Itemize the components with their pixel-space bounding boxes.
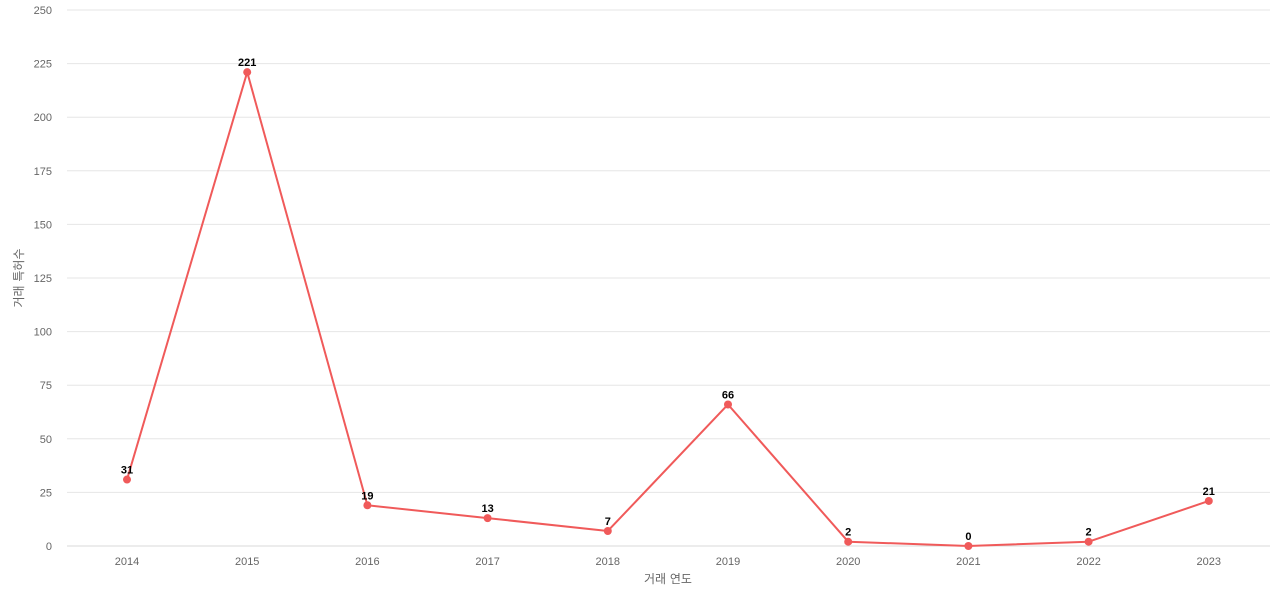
data-label: 2 [1086, 527, 1092, 539]
data-point[interactable] [1084, 537, 1093, 546]
grid-lines [67, 9, 1270, 547]
series-line [126, 71, 1210, 547]
y-tick-label: 175 [34, 166, 52, 178]
y-tick-label: 0 [46, 541, 52, 553]
data-point[interactable] [243, 68, 252, 77]
y-axis-title: 거래 특허수 [12, 248, 26, 307]
y-tick-label: 100 [34, 327, 52, 339]
series-layer [123, 68, 1213, 550]
x-tick-label: 2017 [475, 556, 499, 568]
data-point[interactable] [123, 475, 131, 484]
data-label: 19 [361, 490, 373, 502]
y-tick-label: 150 [34, 219, 52, 231]
x-tick-label: 2021 [956, 556, 980, 568]
data-label: 0 [965, 531, 971, 543]
x-tick-label: 2016 [355, 556, 379, 568]
x-tick-label: 2020 [836, 556, 860, 568]
data-label: 31 [121, 465, 133, 477]
data-point[interactable] [483, 514, 492, 523]
data-point[interactable] [603, 526, 612, 535]
y-tick-label: 200 [34, 112, 52, 124]
x-tick-label: 2015 [235, 556, 259, 568]
y-tick-label: 50 [40, 434, 52, 446]
data-label: 221 [238, 57, 256, 69]
y-tick-label: 225 [34, 59, 52, 71]
data-point[interactable] [724, 400, 732, 409]
x-tick-label: 2018 [596, 556, 620, 568]
data-label: 7 [605, 516, 611, 528]
data-label: 21 [1203, 486, 1215, 498]
y-tick-label: 125 [34, 273, 52, 285]
data-point[interactable] [964, 542, 973, 550]
y-tick-label: 75 [40, 380, 52, 392]
data-point[interactable] [1204, 496, 1213, 505]
data-label: 66 [722, 389, 734, 401]
data-label: 13 [481, 503, 493, 515]
data-label: 2 [845, 527, 851, 539]
y-tick-label: 250 [34, 5, 52, 17]
x-axis-title: 거래 연도 [644, 572, 692, 586]
x-tick-label: 2022 [1076, 556, 1100, 568]
data-point[interactable] [363, 501, 372, 510]
x-tick-label: 2019 [716, 556, 740, 568]
data-point[interactable] [844, 537, 853, 546]
x-tick-label: 2023 [1197, 556, 1221, 568]
y-axis-ticks: 0 25 50 75 100 125 150 175 200 225 250 [34, 5, 52, 553]
x-axis-ticks: 2014 2015 2016 2017 2018 2019 2020 2021 2022 2023 [115, 556, 1221, 568]
x-tick-label: 2014 [115, 556, 139, 568]
y-tick-label: 25 [40, 487, 52, 499]
